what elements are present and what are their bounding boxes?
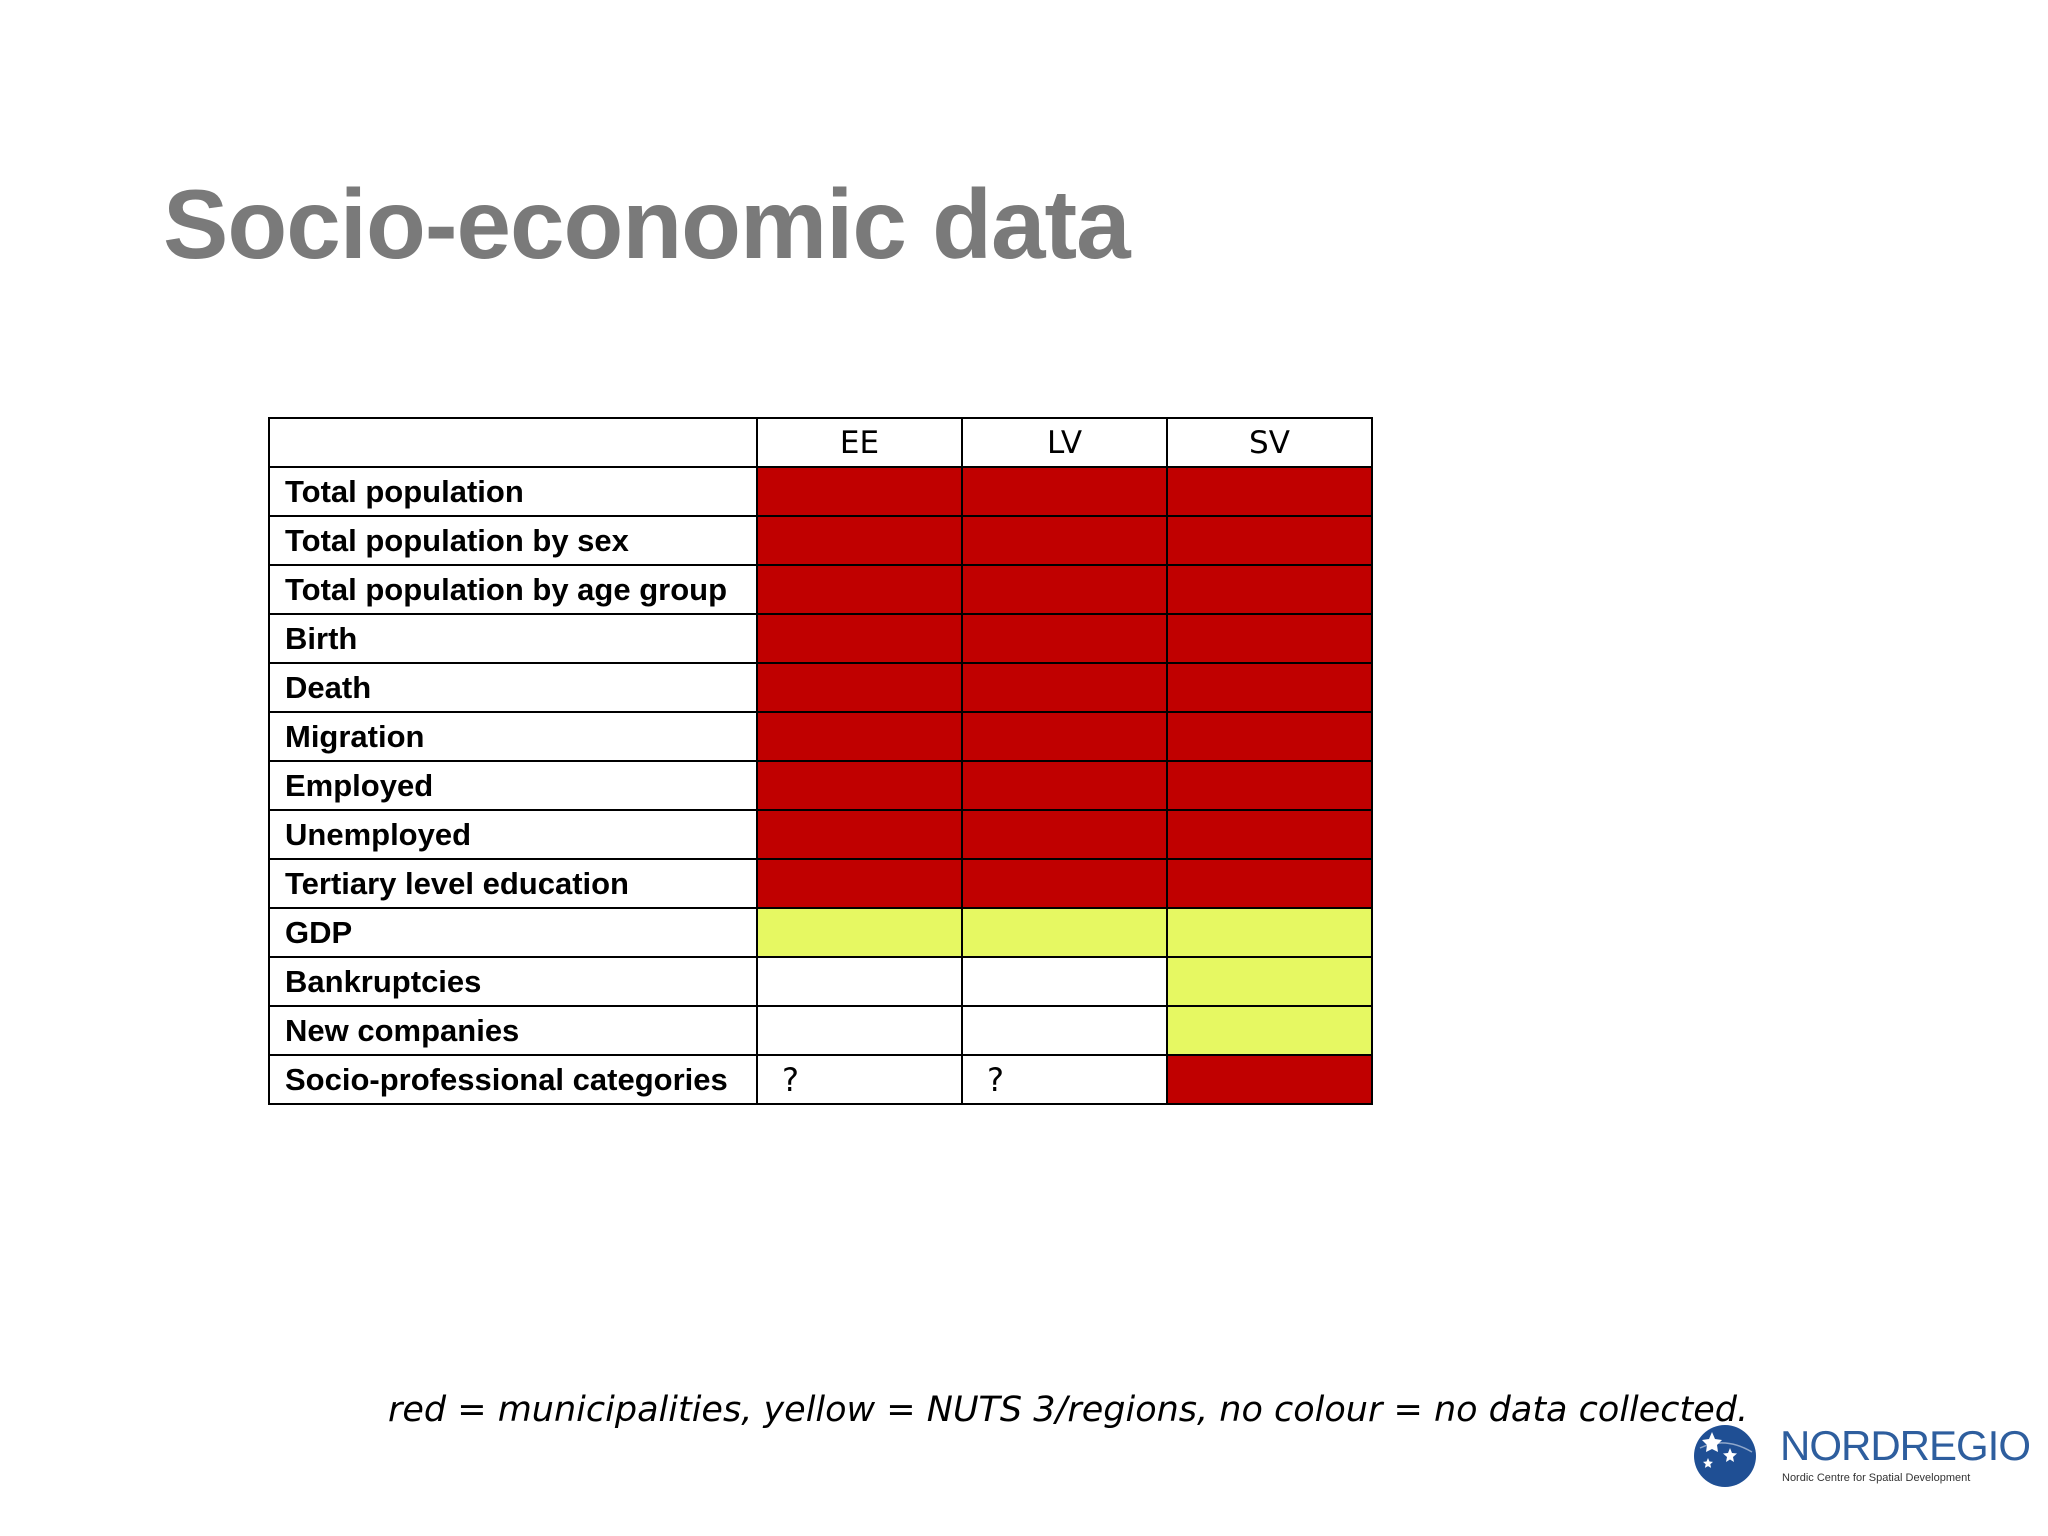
data-availability-table: EE LV SV Total population Total population b… (268, 417, 1373, 1105)
availability-cell (1166, 662, 1373, 713)
availability-cell (961, 711, 1168, 762)
nordregio-logo: NORDREGIO Nordic Centre for Spatial Deve… (1690, 1418, 2031, 1492)
availability-cell (961, 858, 1168, 909)
page-title: Socio-economic data (163, 169, 1131, 279)
availability-cell (1166, 613, 1373, 664)
row-label: Total population by age group (268, 564, 758, 615)
column-header: SV (1166, 417, 1373, 468)
header-corner-cell (268, 417, 758, 468)
availability-cell (1166, 956, 1373, 1007)
availability-cell (756, 858, 963, 909)
availability-cell (1166, 1005, 1373, 1056)
table-row: Death (268, 662, 1373, 713)
availability-cell (756, 613, 963, 664)
availability-cell (756, 956, 963, 1007)
availability-cell (1166, 466, 1373, 517)
row-label: Tertiary level education (268, 858, 758, 909)
table-row: Tertiary level education (268, 858, 1373, 909)
availability-cell (756, 907, 963, 958)
availability-cell (756, 760, 963, 811)
color-legend: red = municipalities, yellow = NUTS 3/re… (388, 1390, 1749, 1430)
availability-cell (961, 515, 1168, 566)
availability-cell (961, 564, 1168, 615)
availability-cell (756, 711, 963, 762)
row-label: Bankruptcies (268, 956, 758, 1007)
table-row: New companies (268, 1005, 1373, 1056)
row-label: Death (268, 662, 758, 713)
availability-cell (1166, 711, 1373, 762)
availability-cell (1166, 760, 1373, 811)
availability-cell (756, 564, 963, 615)
table-row: Bankruptcies (268, 956, 1373, 1007)
row-label: Socio-professional categories (268, 1054, 758, 1105)
availability-cell (961, 613, 1168, 664)
availability-cell (756, 1005, 963, 1056)
row-label: Employed (268, 760, 758, 811)
table-row: Migration (268, 711, 1373, 762)
availability-cell (1166, 564, 1373, 615)
column-header: EE (756, 417, 963, 468)
table-row: Socio-professional categories?? (268, 1054, 1373, 1105)
row-label: Birth (268, 613, 758, 664)
availability-cell (1166, 809, 1373, 860)
availability-cell: ? (756, 1054, 963, 1105)
row-label: New companies (268, 1005, 758, 1056)
table-header-row: EE LV SV (268, 417, 1373, 468)
availability-cell (961, 907, 1168, 958)
availability-cell (756, 662, 963, 713)
row-label: Unemployed (268, 809, 758, 860)
table-row: Employed (268, 760, 1373, 811)
row-label: GDP (268, 907, 758, 958)
availability-cell (1166, 858, 1373, 909)
availability-cell (1166, 907, 1373, 958)
availability-cell: ? (961, 1054, 1168, 1105)
logo-name: NORDREGIO (1780, 1422, 2031, 1469)
availability-cell (1166, 1054, 1373, 1105)
logo-tagline: Nordic Centre for Spatial Development (1782, 1472, 1971, 1484)
table-row: GDP (268, 907, 1373, 958)
availability-cell (961, 662, 1168, 713)
availability-cell (756, 515, 963, 566)
table-row: Total population (268, 466, 1373, 517)
availability-cell (756, 466, 963, 517)
availability-cell (961, 956, 1168, 1007)
availability-cell (1166, 515, 1373, 566)
row-label: Total population by sex (268, 515, 758, 566)
row-label: Migration (268, 711, 758, 762)
row-label: Total population (268, 466, 758, 517)
availability-cell (961, 466, 1168, 517)
table-row: Birth (268, 613, 1373, 664)
availability-cell (756, 809, 963, 860)
globe-stars-icon (1694, 1425, 1756, 1487)
table-row: Total population by sex (268, 515, 1373, 566)
availability-cell (961, 1005, 1168, 1056)
column-header: LV (961, 417, 1168, 468)
availability-cell (961, 760, 1168, 811)
table-row: Unemployed (268, 809, 1373, 860)
table-row: Total population by age group (268, 564, 1373, 615)
availability-cell (961, 809, 1168, 860)
